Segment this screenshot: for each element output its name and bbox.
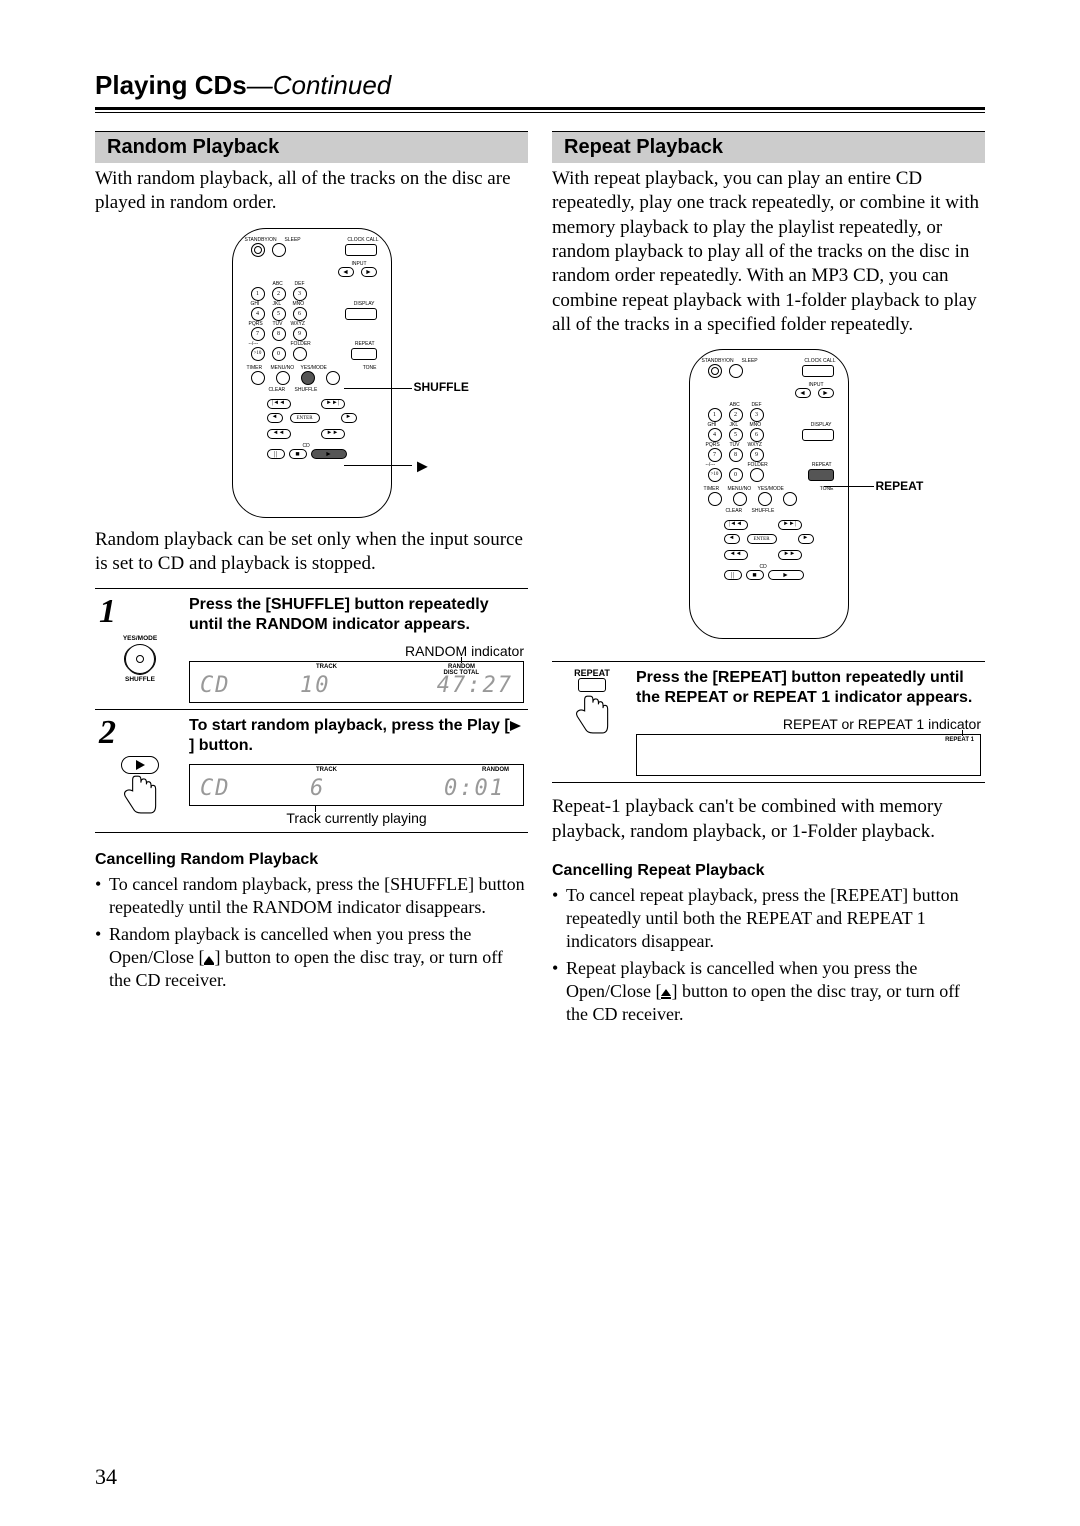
hand-icon <box>117 774 163 816</box>
step-1-num: 1 <box>99 595 149 629</box>
step-1-row: 1 YES/MODE SHUFFLE Press the [SHUFFLE] b… <box>95 589 528 710</box>
callout-repeat: REPEAT <box>876 479 924 493</box>
step1-instr: Press the [SHUFFLE] button repeatedly un… <box>189 595 524 635</box>
step-2-num: 2 <box>99 716 149 750</box>
cancel-repeat-head: Cancelling Repeat Playback <box>552 862 985 880</box>
step1-icon-top: YES/MODE <box>99 635 181 642</box>
play-button-icon <box>121 756 159 774</box>
rule-thin <box>95 112 985 113</box>
cancel-repeat-bullet-1: To cancel repeat playback, press the [RE… <box>552 884 985 953</box>
page-number: 34 <box>95 1464 117 1490</box>
rule-thick <box>95 107 985 110</box>
right-column: Repeat Playback With repeat playback, yo… <box>552 131 985 1030</box>
random-note: Random playback can be set only when the… <box>95 528 528 577</box>
step2-display: TRACK RANDOM CD 6 0:01 <box>189 764 524 806</box>
left-column: Random Playback With random playback, al… <box>95 131 528 1030</box>
repeat-display: REPEAT 1 <box>636 734 981 776</box>
repeat-step-row: REPEAT Press the [REPEAT] button repeate… <box>552 662 985 783</box>
hand-icon-repeat <box>569 694 615 736</box>
repeat-note: Repeat-1 playback can't be combined with… <box>552 795 985 844</box>
content-columns: Random Playback With random playback, al… <box>95 131 985 1030</box>
cancel-random-list: To cancel random playback, press the [SH… <box>95 873 528 992</box>
step1-display: TRACK RANDOM DISC TOTAL CD 10 47:27 <box>189 661 524 703</box>
cancel-random-head: Cancelling Random Playback <box>95 851 528 869</box>
step2-instr: To start random playback, press the Play… <box>189 716 524 756</box>
random-intro: With random playback, all of the tracks … <box>95 167 528 216</box>
callout-play-icon: ► <box>414 456 432 477</box>
cancel-random-bullet-1: To cancel random playback, press the [SH… <box>95 873 528 919</box>
random-playback-header: Random Playback <box>95 131 528 163</box>
remote-outline: STANDBY/ON SLEEP CLOCK CALL INPUT ◄► ABC… <box>232 228 392 518</box>
step2-caption: Track currently playing <box>189 810 524 826</box>
repeat-intro: With repeat playback, you can play an en… <box>552 167 985 337</box>
repeat-icon-label: REPEAT <box>556 668 628 678</box>
cancel-repeat-list: To cancel repeat playback, press the [RE… <box>552 884 985 1026</box>
repeat-steps-table: REPEAT Press the [REPEAT] button repeate… <box>552 661 985 783</box>
repeat-playback-header: Repeat Playback <box>552 131 985 163</box>
page-title: Playing CDs—Continued <box>95 70 985 101</box>
callout-shuffle: SHUFFLE <box>414 380 469 394</box>
remote-illustration-right: STANDBY/ON SLEEP CLOCK CALL INPUT ◄► ABC… <box>629 349 909 639</box>
step1-indicator-caption: RANDOM indicator <box>189 643 524 659</box>
title-bold: Playing CDs <box>95 70 247 100</box>
remote-outline-right: STANDBY/ON SLEEP CLOCK CALL INPUT ◄► ABC… <box>689 349 849 639</box>
step-2-row: 2 To start random playback, press the Pl… <box>95 710 528 833</box>
title-sep: — <box>247 70 273 100</box>
cancel-random-bullet-2: Random playback is cancelled when you pr… <box>95 923 528 992</box>
repeat-step-instr: Press the [REPEAT] button repeatedly unt… <box>636 668 981 708</box>
step1-icon-bottom: SHUFFLE <box>99 676 181 683</box>
cancel-repeat-bullet-2: Repeat playback is cancelled when you pr… <box>552 957 985 1026</box>
title-italic: Continued <box>273 70 392 100</box>
repeat-button-icon <box>578 678 606 692</box>
random-steps-table: 1 YES/MODE SHUFFLE Press the [SHUFFLE] b… <box>95 588 528 833</box>
remote-illustration-left: STANDBY/ON SLEEP CLOCK CALL INPUT ◄► ABC… <box>182 228 442 518</box>
repeat-indicator-caption: REPEAT or REPEAT 1 indicator <box>636 716 981 732</box>
